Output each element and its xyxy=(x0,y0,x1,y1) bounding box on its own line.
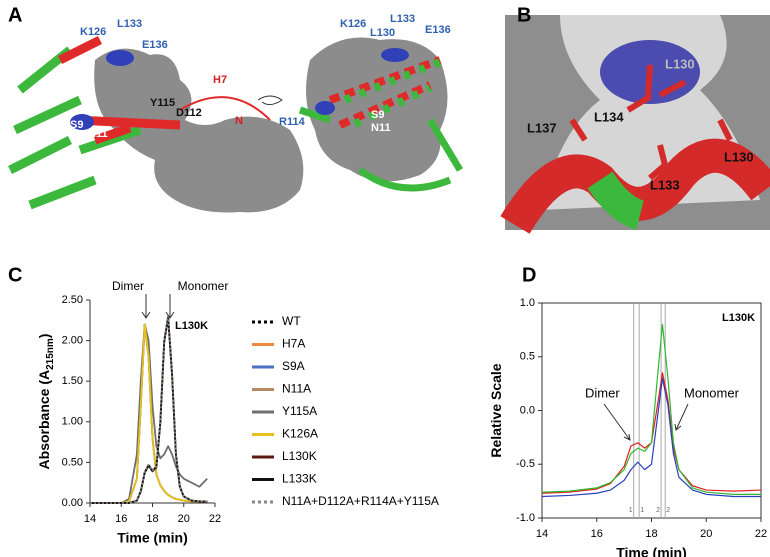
x-axis-label: Time (min) xyxy=(616,545,687,557)
y-tick-label: 1.00 xyxy=(62,416,83,428)
series-line xyxy=(90,323,208,504)
residue-label: E136 xyxy=(425,24,451,36)
patch xyxy=(381,48,409,62)
panel-label: D xyxy=(522,264,536,286)
panel-b-structure xyxy=(500,15,770,234)
annotation-arrow xyxy=(674,403,689,431)
residue-label: L137 xyxy=(527,120,557,135)
y-axis-label: Relative Scale xyxy=(488,363,504,457)
y-tick-label: 1.0 xyxy=(520,297,535,309)
annotation-arrow xyxy=(141,294,151,319)
legend-label: K126A xyxy=(282,427,318,441)
y-tick-label: -1.0 xyxy=(516,512,535,524)
x-axis-label: Time (min) xyxy=(117,530,188,546)
legend-label: N11A xyxy=(282,382,311,396)
x-tick-label: 14 xyxy=(84,513,96,525)
y-tick-label: 0.00 xyxy=(62,497,83,509)
y-axis-label: Absorbance (A215nm) xyxy=(36,334,56,470)
reference-label: 2 xyxy=(666,507,670,514)
annotation: Monomer xyxy=(684,385,740,400)
annotation: Dimer xyxy=(585,385,620,400)
legend-label: L133K xyxy=(282,472,317,486)
helix xyxy=(587,171,645,230)
residue-label: Y115 xyxy=(150,97,175,109)
residue-label: E136 xyxy=(142,39,168,51)
residue-label: N11 xyxy=(88,128,108,140)
residue-label: R114 xyxy=(279,116,306,128)
reference-label: 2 xyxy=(656,507,660,514)
legend-label: L130K xyxy=(282,449,317,463)
annotation-arrow xyxy=(165,294,175,319)
series-line xyxy=(90,315,208,504)
residue-label: N xyxy=(235,115,243,127)
y-axis-label-text: Relative Scale xyxy=(488,363,504,457)
y-axis-label-end: ) xyxy=(36,334,52,339)
x-tick-label: 18 xyxy=(146,513,158,525)
residue-label: K126 xyxy=(340,18,366,30)
legend-label: S9A xyxy=(282,359,305,373)
panel-label: C xyxy=(8,264,22,286)
residue-label: L133 xyxy=(390,13,415,25)
helix xyxy=(7,46,142,210)
annotation-arrow xyxy=(603,403,631,441)
y-tick-label: 2.50 xyxy=(62,294,83,306)
rotate-arrow xyxy=(257,95,283,106)
residue-label: L130 xyxy=(724,149,754,164)
panel-label: B xyxy=(517,4,531,26)
x-tick-label: 18 xyxy=(645,528,657,540)
patch xyxy=(70,114,94,130)
residue-label: D112 xyxy=(176,107,202,119)
loop xyxy=(179,96,271,121)
surface xyxy=(94,48,304,213)
annotation: Monomer xyxy=(178,279,229,293)
residue-label: L130 xyxy=(665,56,695,71)
panel-label: A xyxy=(8,4,22,26)
residue-label: H7 xyxy=(213,74,227,86)
plot-frame xyxy=(541,302,762,519)
y-tick-label: 0.50 xyxy=(62,456,83,468)
residue-label: S9 xyxy=(70,119,83,131)
y-axis-label-text: Absorbance (A xyxy=(36,370,52,470)
x-tick-label: 22 xyxy=(755,528,767,540)
y-tick-label: -0.5 xyxy=(516,458,535,470)
helix xyxy=(298,106,464,192)
legend-label: H7A xyxy=(282,337,305,351)
residue-label: N11 xyxy=(371,122,391,134)
x-tick-label: 16 xyxy=(115,513,127,525)
residue-label: L133 xyxy=(650,177,680,192)
y-tick-label: 0.0 xyxy=(520,404,535,416)
annotation: Dimer xyxy=(112,279,144,293)
x-tick-label: 20 xyxy=(700,528,712,540)
side-chain xyxy=(569,64,733,181)
x-tick-label: 14 xyxy=(536,528,548,540)
annotation: L130K xyxy=(175,320,208,332)
legend-label: Y115A xyxy=(282,404,317,418)
x-tick-label: 20 xyxy=(178,513,190,525)
panel-a-structure xyxy=(7,35,464,213)
x-tick-label: 16 xyxy=(591,528,603,540)
reference-label: 1 xyxy=(629,507,633,514)
patch xyxy=(106,50,134,66)
reference-label: 1 xyxy=(640,507,644,514)
annotation: L130K xyxy=(722,312,755,324)
residue-label: S9 xyxy=(371,109,384,121)
y-tick-label: 0.5 xyxy=(520,351,535,363)
residue-label: L134 xyxy=(594,109,624,124)
residue-label: K126 xyxy=(80,26,106,38)
y-tick-label: 2.00 xyxy=(62,335,83,347)
series-line xyxy=(541,323,761,495)
y-tick-label: 1.50 xyxy=(62,375,83,387)
series-line xyxy=(541,372,762,494)
helix xyxy=(343,58,442,128)
legend-label: WT xyxy=(282,314,301,328)
y-axis-label-sub: 215nm xyxy=(45,338,56,370)
residue-label: L133 xyxy=(117,18,142,30)
x-tick-label: 22 xyxy=(209,513,221,525)
patch xyxy=(315,101,335,115)
series-line xyxy=(541,377,761,498)
residue-label: L130 xyxy=(370,27,395,39)
legend-label: N11A+D112A+R114A+Y115A xyxy=(282,494,439,508)
